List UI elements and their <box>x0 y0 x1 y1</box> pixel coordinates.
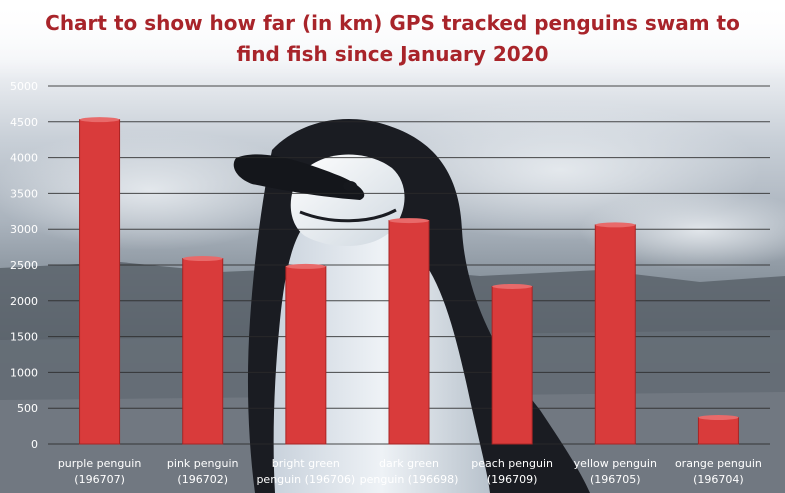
x-category-label: purple penguin <box>58 457 142 470</box>
y-tick-label: 3500 <box>10 187 38 200</box>
x-category-label: pink penguin <box>167 457 239 470</box>
bar <box>79 119 121 445</box>
y-tick-label: 4000 <box>10 152 38 165</box>
bar-top-cap <box>285 263 326 269</box>
x-category-label: (196705) <box>590 473 641 486</box>
x-category-label: (196709) <box>487 473 538 486</box>
bar <box>388 220 430 445</box>
y-tick-label: 500 <box>17 402 38 415</box>
y-tick-label: 3000 <box>10 223 38 236</box>
bar <box>491 285 533 445</box>
x-category-label: yellow penguin <box>574 457 657 470</box>
x-category-label: (196704) <box>693 473 744 486</box>
chart-title: Chart to show how far (in km) GPS tracke… <box>0 8 785 70</box>
x-category-label: (196702) <box>177 473 228 486</box>
bar-top-cap <box>79 117 120 123</box>
x-category-label: penguin (196698) <box>360 473 459 486</box>
bar-top-cap <box>389 218 429 224</box>
bar-top-cap <box>595 222 636 228</box>
y-tick-label: 2000 <box>10 295 38 308</box>
y-tick-label: 1500 <box>10 331 38 344</box>
chart-title-line-1: Chart to show how far (in km) GPS tracke… <box>45 11 740 35</box>
bar <box>594 224 636 445</box>
bar <box>285 265 327 445</box>
y-tick-label: 2500 <box>10 259 38 272</box>
chart-title-line-2: find fish since January 2020 <box>236 42 549 66</box>
y-tick-label: 1000 <box>10 366 38 379</box>
bar <box>697 417 739 445</box>
bar <box>182 258 224 445</box>
y-tick-label: 4500 <box>10 116 38 129</box>
bar-top-cap <box>492 283 533 289</box>
x-category-label: dark green <box>379 457 439 470</box>
x-axis-labels: purple penguin (196707) pink penguin (19670… <box>58 457 762 486</box>
bars <box>79 117 739 445</box>
x-category-label: penguin (196706) <box>256 473 355 486</box>
x-category-label: (196707) <box>74 473 125 486</box>
x-category-label: peach penguin <box>471 457 553 470</box>
y-axis-ticks: 0 500 1000 1500 2000 2500 3000 3500 4000 4500 5000 <box>10 80 38 451</box>
x-category-label: orange penguin <box>675 457 762 470</box>
x-category-label: bright green <box>272 457 340 470</box>
bar-top-cap <box>182 256 223 262</box>
y-tick-label: 5000 <box>10 80 38 93</box>
bar-top-cap <box>698 415 739 421</box>
y-tick-label: 0 <box>31 438 38 451</box>
